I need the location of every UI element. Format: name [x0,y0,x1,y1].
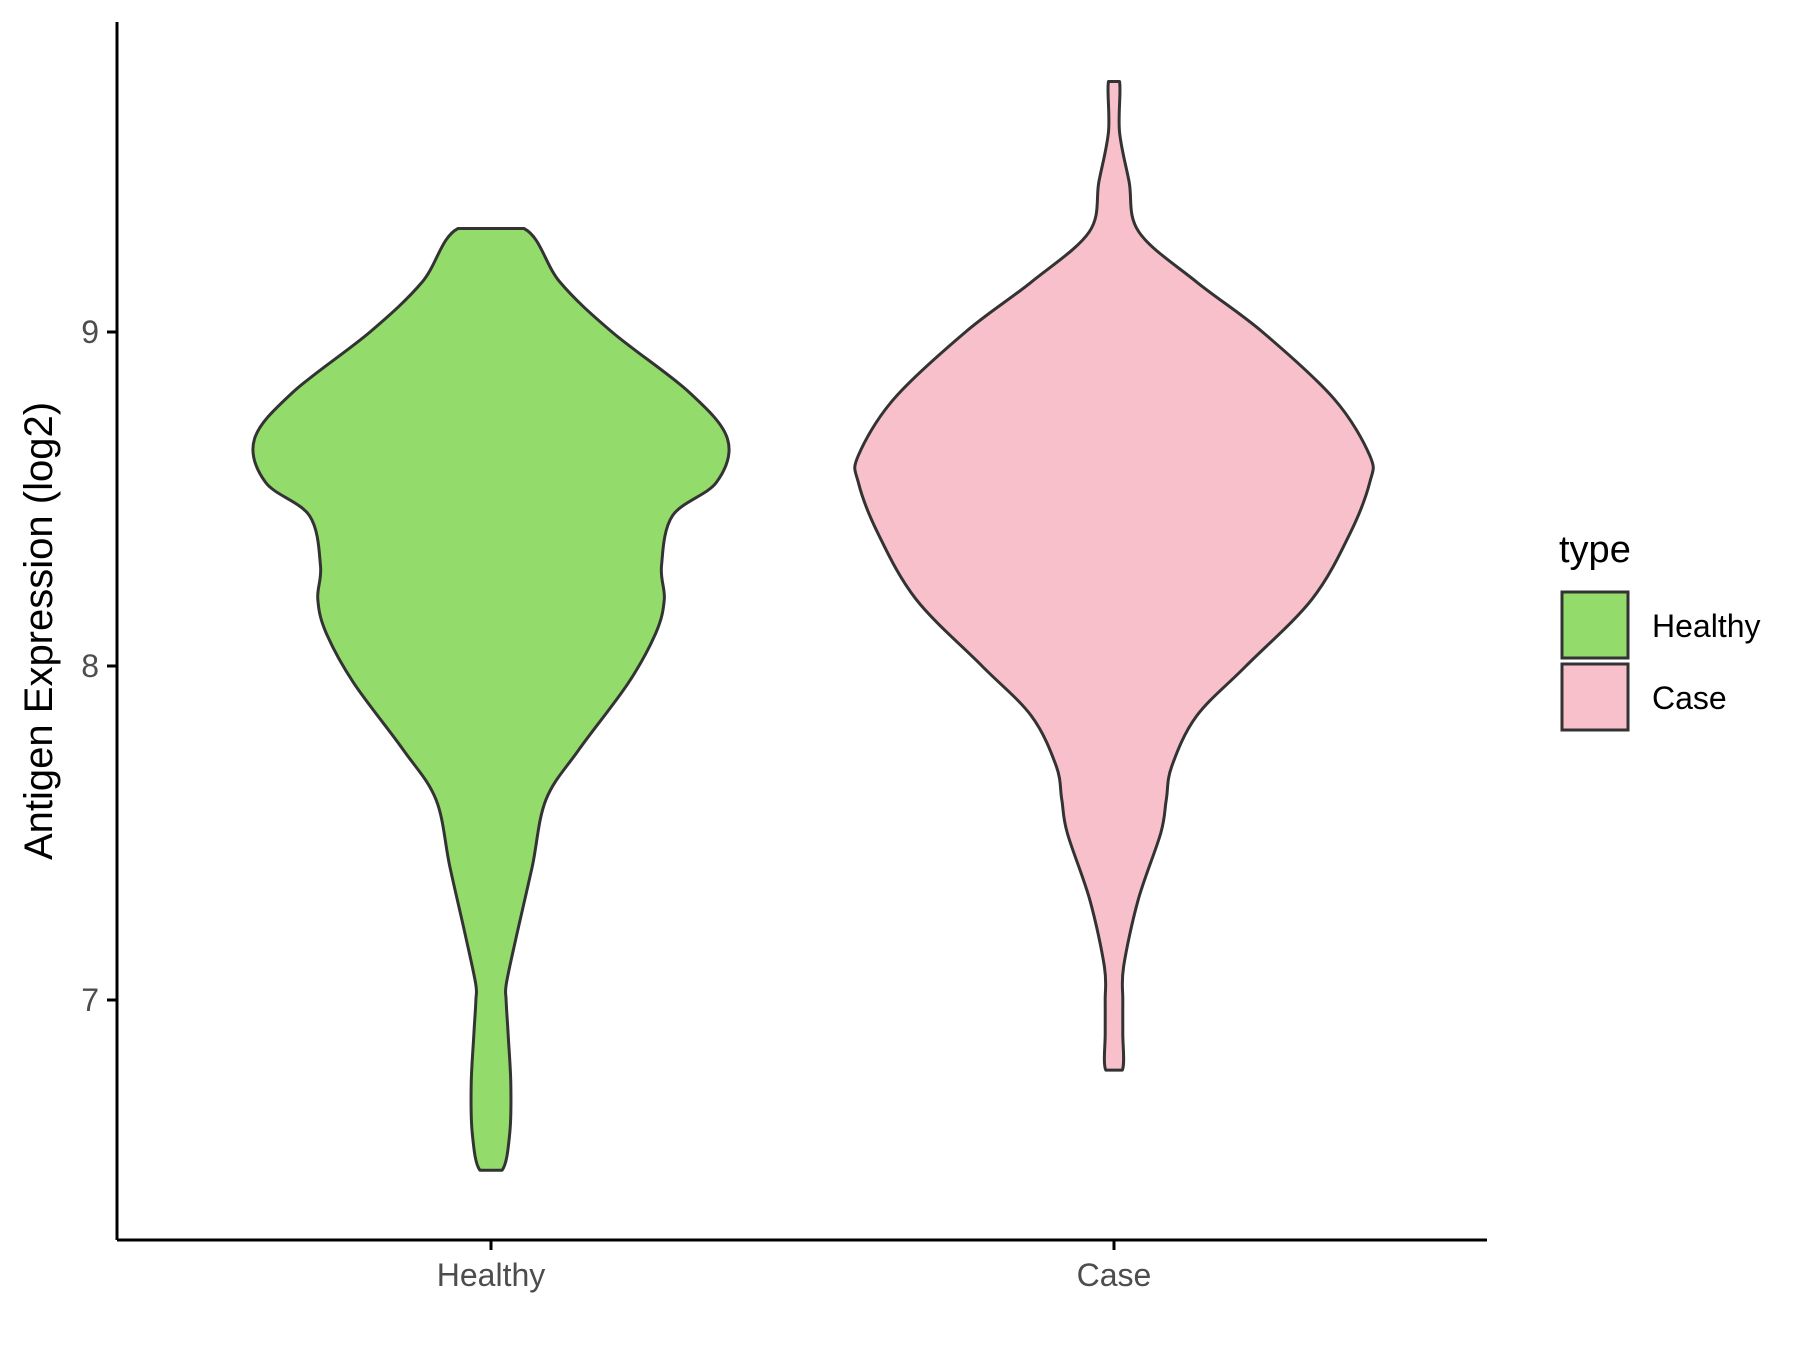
x-tick-label: Case [1077,1257,1152,1293]
violin-layer [251,80,1375,1172]
violin-healthy [251,227,731,1172]
x-ticks: Healthy Case [437,1240,1152,1293]
legend-entries: Healthy Case [1560,590,1761,732]
y-ticks: 7 8 9 [81,314,117,1018]
legend: type Healthy Case [1559,529,1761,732]
legend-label-healthy: Healthy [1652,608,1761,644]
legend-swatch-case [1560,662,1630,732]
y-tick-label: 9 [81,314,99,350]
legend-title: type [1559,529,1631,571]
violin-case [853,80,1375,1072]
legend-swatch-healthy [1560,590,1630,660]
y-axis-label: Antigen Expression (log2) [17,402,61,860]
legend-label-case: Case [1652,680,1727,716]
y-tick-label: 8 [81,648,99,684]
x-tick-label: Healthy [437,1257,546,1293]
y-tick-label: 7 [81,982,99,1018]
